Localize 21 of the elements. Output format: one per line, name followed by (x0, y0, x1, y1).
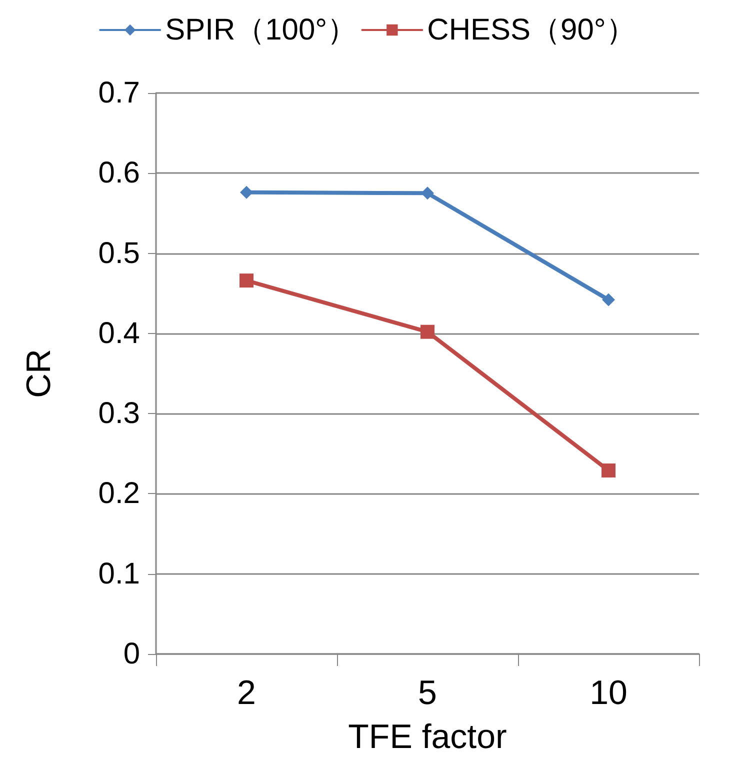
y-tick-label: 0.2 (98, 477, 140, 510)
legend-label: SPIR（100°） (165, 14, 358, 46)
y-tick-label: 0.3 (98, 397, 140, 430)
y-tick-label: 0.5 (98, 236, 140, 270)
point (602, 293, 615, 306)
point (602, 463, 616, 478)
x-tick-label: 5 (418, 674, 437, 712)
x-tick-label: 10 (590, 674, 628, 712)
point (240, 186, 253, 199)
y-tick-label: 0.1 (98, 557, 140, 590)
point (240, 274, 254, 288)
y-tick-label: 0 (123, 638, 140, 670)
point (421, 186, 434, 200)
legend-label: CHESS（90°） (427, 14, 636, 46)
x-axis-title: TFE factor (348, 718, 507, 756)
y-tick-label: 0.4 (98, 316, 140, 350)
y-axis-title: CR (20, 348, 58, 398)
y-tick-label: 0.7 (98, 76, 140, 110)
x-tick-label: 2 (237, 674, 256, 712)
y-tick-label: 0.6 (98, 156, 140, 190)
point (420, 324, 434, 339)
